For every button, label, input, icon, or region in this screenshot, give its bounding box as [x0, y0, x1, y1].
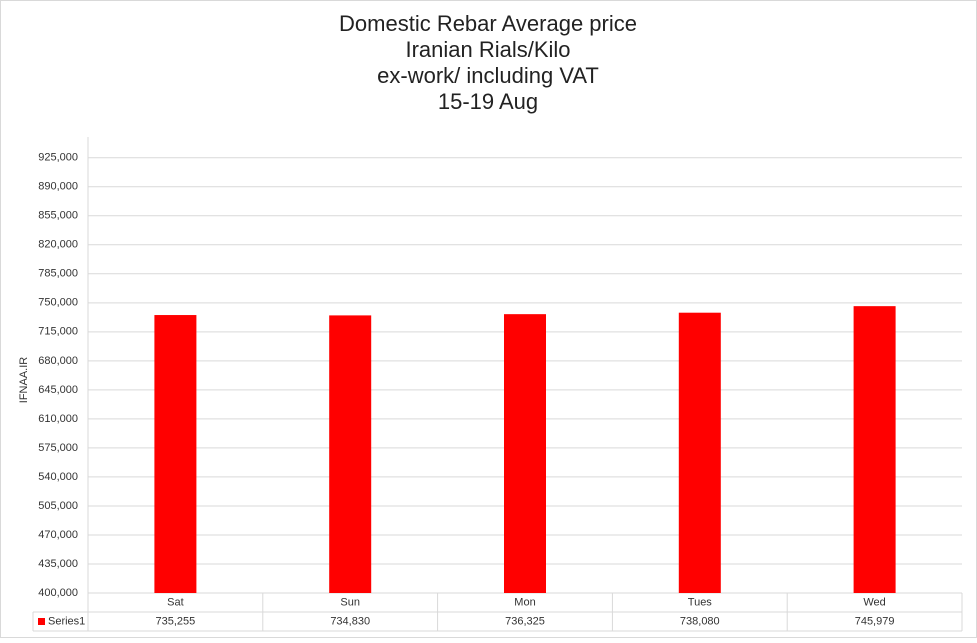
chart-title: Domestic Rebar Average price — [339, 11, 637, 36]
y-tick-label: 925,000 — [38, 152, 78, 164]
table-value: 745,979 — [855, 615, 895, 627]
y-tick-label: 680,000 — [38, 355, 78, 367]
y-tick-label: 400,000 — [38, 587, 78, 599]
bar — [678, 312, 721, 593]
y-tick-label: 610,000 — [38, 413, 78, 425]
bar — [154, 315, 197, 593]
bar — [504, 314, 546, 593]
y-tick-label: 470,000 — [38, 529, 78, 541]
table-value: 736,325 — [505, 615, 545, 627]
y-tick-label: 820,000 — [38, 239, 78, 251]
x-tick-label: Wed — [863, 596, 885, 608]
y-tick-label: 750,000 — [38, 297, 78, 309]
legend-swatch — [38, 618, 45, 625]
y-tick-label: 855,000 — [38, 210, 78, 222]
chart-subtitle: ex-work/ including VAT — [377, 63, 599, 88]
y-tick-label: 785,000 — [38, 268, 78, 280]
y-tick-label: 645,000 — [38, 384, 78, 396]
x-tick-label: Mon — [514, 596, 535, 608]
x-tick-label: Sun — [340, 596, 360, 608]
legend-label: Series1 — [48, 615, 85, 627]
chart-subtitle: 15-19 Aug — [438, 89, 538, 114]
chart-subtitle: Iranian Rials/Kilo — [405, 37, 570, 62]
y-axis-label: IFNAA.IR — [18, 357, 30, 404]
table-value: 734,830 — [330, 615, 370, 627]
table-value: 738,080 — [680, 615, 720, 627]
bar — [329, 315, 372, 593]
y-tick-label: 435,000 — [38, 558, 78, 570]
y-tick-label: 890,000 — [38, 181, 78, 193]
x-tick-label: Tues — [688, 596, 713, 608]
y-tick-label: 540,000 — [38, 471, 78, 483]
table-value: 735,255 — [156, 615, 196, 627]
bar — [853, 306, 896, 593]
x-tick-label: Sat — [167, 596, 184, 608]
y-tick-label: 575,000 — [38, 442, 78, 454]
y-tick-label: 505,000 — [38, 500, 78, 512]
y-tick-label: 715,000 — [38, 326, 78, 338]
